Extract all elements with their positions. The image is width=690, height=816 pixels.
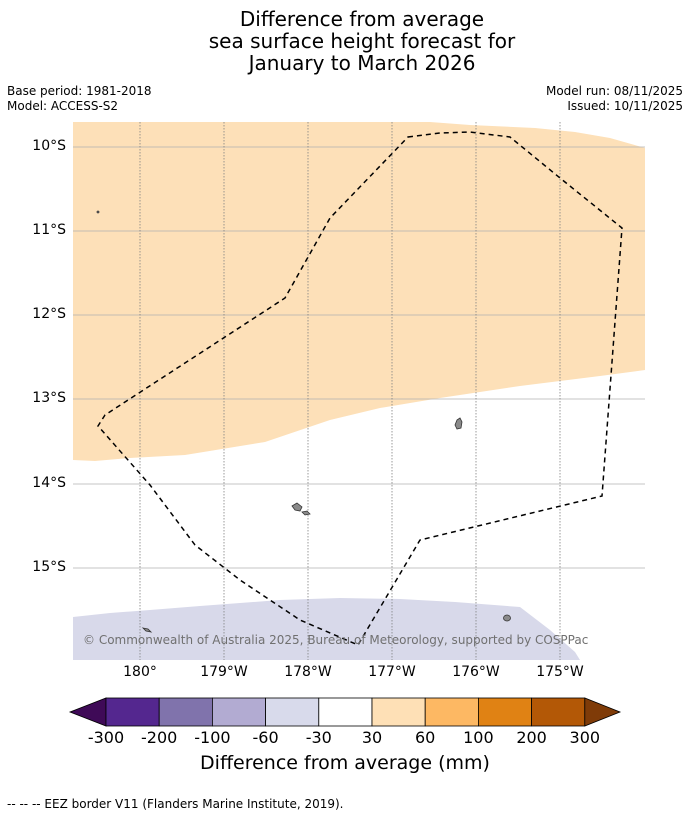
- colorbar-tick-6: 30: [361, 728, 383, 747]
- lon-label-179w: 179°W: [200, 664, 248, 680]
- colorbar-tick-7: 60: [415, 728, 436, 747]
- model-name: Model: ACCESS-S2: [7, 99, 119, 113]
- meta-left: Base period: 1981-2018 Model: ACCESS-S2: [7, 84, 152, 114]
- title-line-2: sea surface height forecast for: [208, 29, 516, 53]
- chart-title: Difference from average sea surface heig…: [0, 8, 690, 74]
- colorbar: [68, 697, 622, 727]
- eez-border: [97, 131, 623, 646]
- island-east: [503, 614, 511, 622]
- title-line-1: Difference from average: [239, 7, 485, 31]
- eez-legend: -- -- -- EEZ border V11 (Flanders Marine…: [7, 797, 344, 811]
- lon-label-180: 180°: [123, 664, 157, 680]
- lon-label-177w: 177°W: [368, 664, 416, 680]
- colorbar-tick-5: -30: [305, 728, 332, 747]
- lon-label-178w: 178°W: [284, 664, 332, 680]
- colorbar-tick-9: 200: [516, 728, 547, 747]
- colorbar-under-extension: [68, 697, 107, 727]
- colorbar-bin-5: [318, 697, 373, 727]
- model-run: Model run: 08/11/2025: [545, 84, 683, 98]
- island-futuna: [291, 502, 303, 512]
- colorbar-bin-6: [371, 697, 426, 727]
- colorbar-tick-3: -100: [194, 728, 231, 747]
- lat-label-13s: 13°S: [32, 390, 66, 406]
- positive-anomaly-region: [73, 122, 645, 461]
- colorbar-bin-8: [477, 697, 532, 727]
- lon-label-176w: 176°W: [452, 664, 500, 680]
- island-wallis: [454, 417, 463, 430]
- lon-gridlines: [139, 122, 561, 660]
- colorbar-tick-2: -200: [141, 728, 178, 747]
- colorbar-bin-1: [105, 697, 160, 727]
- colorbar-tick-1: -300: [87, 728, 125, 747]
- lat-label-15s: 15°S: [32, 559, 66, 575]
- island-alofi: [301, 510, 311, 516]
- colorbar-tick-10: 300: [569, 728, 601, 747]
- lon-label-175w: 175°W: [536, 664, 584, 680]
- lat-gridlines: [73, 146, 645, 569]
- title-line-3: January to March 2026: [248, 51, 476, 75]
- lat-label-14s: 14°S: [32, 475, 66, 491]
- land-features: [96, 210, 511, 633]
- negative-anomaly-region: [73, 598, 580, 660]
- colorbar-bin-7: [424, 697, 479, 727]
- colorbar-bin-2: [158, 697, 213, 727]
- colorbar-tick-8: 100: [463, 728, 494, 747]
- meta-right: Model run: 08/11/2025 Issued: 10/11/2025: [546, 84, 683, 114]
- colorbar-over-extension: [584, 697, 622, 727]
- colorbar-label: Difference from average (mm): [200, 752, 490, 774]
- island-southwest: [141, 627, 153, 633]
- colorbar-bin-9: [531, 697, 586, 727]
- lat-label-10s: 10°S: [32, 138, 66, 154]
- copyright-notice: © Commonwealth of Australia 2025, Bureau…: [83, 633, 589, 647]
- colorbar-bin-3: [211, 697, 266, 727]
- lat-label-11s: 11°S: [32, 222, 66, 238]
- base-period: Base period: 1981-2018: [7, 84, 152, 98]
- islet-northwest: [96, 210, 100, 214]
- colorbar-bin-4: [265, 697, 320, 727]
- lat-label-12s: 12°S: [32, 306, 66, 322]
- issued-date: Issued: 10/11/2025: [567, 99, 683, 113]
- colorbar-tick-4: -60: [252, 728, 279, 747]
